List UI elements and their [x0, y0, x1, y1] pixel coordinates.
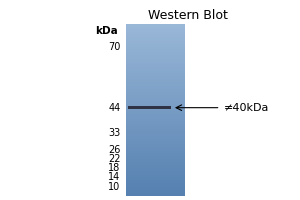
Text: Western Blot: Western Blot	[148, 9, 228, 22]
Text: 70: 70	[108, 42, 121, 52]
Text: ≠40kDa: ≠40kDa	[224, 103, 269, 113]
Text: kDa: kDa	[95, 26, 118, 36]
Text: 14: 14	[108, 172, 121, 182]
Bar	[128, 106, 171, 109]
Text: 33: 33	[108, 128, 121, 138]
Text: 22: 22	[108, 154, 121, 164]
Text: 44: 44	[108, 103, 121, 113]
Text: 18: 18	[108, 163, 121, 173]
Text: 26: 26	[108, 145, 121, 155]
Text: 10: 10	[108, 182, 121, 192]
